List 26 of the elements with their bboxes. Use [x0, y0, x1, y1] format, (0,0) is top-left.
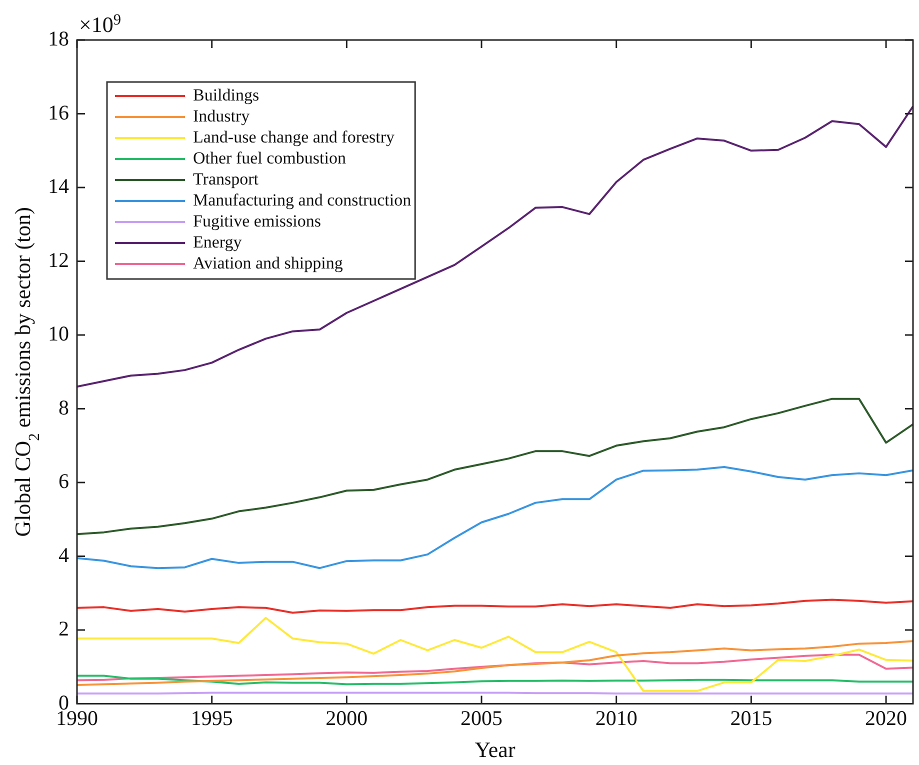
y-tick-label: 18	[48, 26, 69, 51]
legend-label: Industry	[193, 106, 250, 126]
legend-label: Fugitive emissions	[193, 211, 321, 230]
legend-label: Land-use change and forestry	[193, 127, 396, 146]
legend-label: Aviation and shipping	[193, 253, 344, 272]
x-tick-label: 1995	[190, 706, 233, 730]
legend-label: Energy	[193, 232, 242, 252]
x-tick-label: 2005	[460, 706, 503, 730]
y-tick-label: 16	[48, 100, 69, 124]
y-tick-label: 4	[58, 542, 70, 567]
legend-label: Manufacturing and construction	[193, 190, 412, 210]
y-axis-title: Global CO2 emissions by sector (ton)	[10, 207, 43, 537]
legend-label: Buildings	[193, 85, 260, 104]
legend-label: Other fuel combustion	[193, 148, 346, 168]
x-tick-label: 2010	[595, 706, 638, 730]
y-tick-label: 2	[58, 616, 69, 641]
x-axis-title: Year	[474, 737, 516, 762]
legend-label: Transport	[193, 169, 259, 188]
x-tick-label: 2020	[865, 706, 908, 730]
x-tick-label: 2000	[326, 706, 368, 730]
y-tick-label: 8	[58, 395, 69, 420]
y-tick-label: 14	[48, 174, 70, 198]
x-tick-label: 2015	[730, 706, 772, 730]
y-tick-label: 12	[48, 248, 69, 272]
y-tick-label: 6	[58, 469, 69, 494]
y-tick-label: 10	[48, 322, 69, 346]
